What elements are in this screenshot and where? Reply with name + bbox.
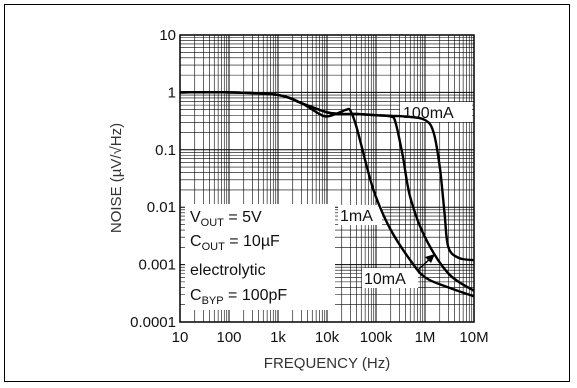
y-tick-label: 0.0001 bbox=[130, 314, 176, 331]
y-tick-label: 0.1 bbox=[155, 142, 176, 159]
condition-electrolytic: electrolytic bbox=[190, 262, 266, 279]
condition-cout: COUT = 10µF bbox=[190, 233, 280, 253]
conditions-box bbox=[185, 204, 335, 310]
plot-area-border bbox=[179, 34, 475, 323]
y-tick-labels: 10 1 0.1 0.01 0.001 0.0001 bbox=[130, 27, 176, 331]
y-axis-label: NOISE (µV/√Hz) bbox=[108, 123, 125, 233]
x-tick-label: 1k bbox=[270, 329, 286, 346]
y-tick-label: 10 bbox=[159, 27, 176, 44]
x-tick-label: 10k bbox=[315, 329, 340, 346]
x-tick-label: 10M bbox=[459, 329, 488, 346]
chart-frame bbox=[4, 4, 570, 382]
condition-vout: VOUT = 5V bbox=[190, 209, 262, 229]
label-10mA-box bbox=[362, 268, 418, 288]
series-label-1mA: 1mA bbox=[340, 208, 373, 225]
x-tick-label: 100k bbox=[360, 329, 393, 346]
y-tick-label: 0.01 bbox=[147, 199, 176, 216]
condition-cbyp: CBYP = 100pF bbox=[190, 287, 287, 307]
series-line-10mA bbox=[179, 91, 475, 292]
series-label-10mA: 10mA bbox=[364, 271, 406, 288]
series-layer bbox=[179, 91, 475, 298]
x-tick-label: 100 bbox=[216, 329, 241, 346]
x-tick-label: 1M bbox=[415, 329, 436, 346]
y-tick-label: 0.001 bbox=[138, 257, 176, 274]
series-label-100mA: 100mA bbox=[403, 105, 454, 122]
x-tick-label: 10 bbox=[172, 329, 189, 346]
y-tick-label: 1 bbox=[168, 84, 176, 101]
x-tick-labels: 10 100 1k 10k 100k 1M 10M bbox=[172, 329, 489, 346]
x-axis-label: FREQUENCY (Hz) bbox=[264, 355, 390, 372]
label-1mA-box bbox=[338, 205, 382, 225]
label-10mA-arrowhead bbox=[425, 254, 435, 263]
